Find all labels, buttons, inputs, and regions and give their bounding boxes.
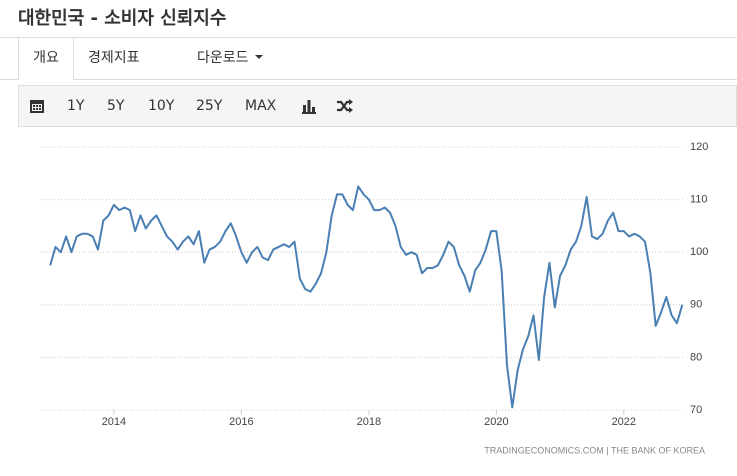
x-tick-label: 2022 [612,416,636,428]
y-tick-label: 90 [690,299,702,311]
range-button[interactable]: 25Y [196,98,223,114]
line [49,185,684,409]
tab-label: 다운로드 [197,50,249,66]
bar-chart-icon[interactable] [301,98,317,114]
divider [0,37,737,38]
range-button[interactable]: 1Y [67,98,85,114]
source-note: TRADINGECONOMICS.COM | THE BANK OF KOREA [484,445,705,455]
divider [0,79,737,80]
x-tick-label: 2016 [229,416,253,428]
range-button[interactable]: MAX [245,98,277,114]
calendar-icon[interactable] [29,98,45,114]
shuffle-icon[interactable] [336,98,354,114]
caret [254,55,263,59]
tab[interactable]: 다운로드 [197,38,265,79]
tab[interactable]: 경제지표 [88,50,140,66]
x-tick-label: 2018 [357,416,381,428]
tab[interactable]: 개요 [18,38,74,80]
x-tick-label: 2014 [102,416,126,428]
y-tick-label: 110 [690,194,708,206]
y-tick-label: 100 [690,246,708,258]
page-title: 대한민국 - 소비자 신뢰지수 [18,8,227,29]
y-tick-label: 80 [690,351,702,363]
x-tick-label: 2020 [484,416,508,428]
range-button[interactable]: 10Y [148,98,175,114]
range-button[interactable]: 5Y [107,98,125,114]
y-tick-label: 120 [690,141,708,153]
y-tick-label: 70 [690,404,702,416]
toolbar: 1Y 5Y 10Y 25Y MAX [18,85,737,127]
